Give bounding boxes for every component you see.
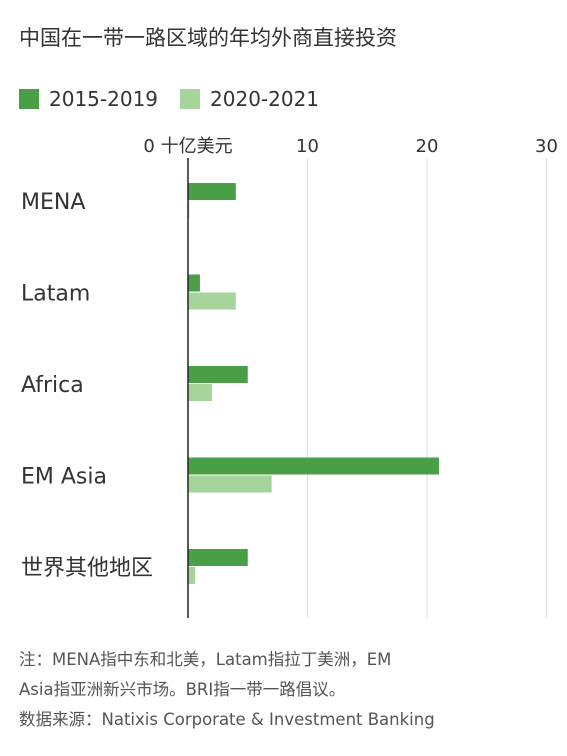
bar-3-2015-2019 — [188, 366, 248, 383]
footnote: 注：MENA指中东和北美，Latam指拉丁美洲，EM Asia指亚洲新兴市场。B… — [19, 645, 549, 735]
bar-5-2015-2019 — [188, 549, 248, 566]
legend-item-2015-2019: 2015-2019 — [19, 87, 158, 111]
legend-label-2015-2019: 2015-2019 — [49, 87, 159, 111]
chart-title: 中国在一带一路区域的年均外商直接投资 — [19, 26, 397, 50]
footnote-line-3: 数据来源：Natixis Corporate & Investment Bank… — [19, 710, 435, 729]
legend: 2015-2019 2020-2021 — [19, 86, 341, 112]
bar-5-2020-2021 — [188, 567, 196, 584]
category-label-1: MENA — [21, 190, 85, 215]
bar-4-2020-2021 — [188, 475, 272, 493]
bar-2-2015-2019 — [188, 274, 200, 292]
bar-chart: 0 十亿美元 10 20 30 MENA Latam Africa EM Asia 世界其他地区 — [21, 136, 558, 618]
x-tick-label-0: 0 十亿美元 — [143, 136, 232, 157]
x-tick-label-20: 20 — [416, 136, 439, 157]
category-label-2: Latam — [21, 282, 90, 307]
legend-swatch-2015-2019 — [19, 89, 39, 109]
x-tick-label-30: 30 — [535, 136, 558, 157]
bar-1-2015-2019 — [188, 183, 236, 200]
category-label-3: Africa — [21, 373, 84, 398]
bar-3-2020-2021 — [188, 384, 212, 401]
legend-swatch-2020-2021 — [180, 89, 201, 109]
bar-4-2015-2019 — [188, 457, 439, 475]
footnote-line-1: 注：MENA指中东和北美，Latam指拉丁美洲，EM — [19, 650, 392, 669]
bar-2-2020-2021 — [188, 292, 236, 310]
x-tick-label-10: 10 — [296, 136, 319, 157]
category-label-4: EM Asia — [21, 465, 107, 490]
legend-item-2020-2021: 2020-2021 — [180, 87, 319, 111]
legend-label-2020-2021: 2020-2021 — [210, 87, 320, 111]
category-label-5: 世界其他地区 — [21, 556, 153, 581]
footnote-line-2: Asia指亚洲新兴市场。BRI指一带一路倡议。 — [19, 680, 346, 699]
